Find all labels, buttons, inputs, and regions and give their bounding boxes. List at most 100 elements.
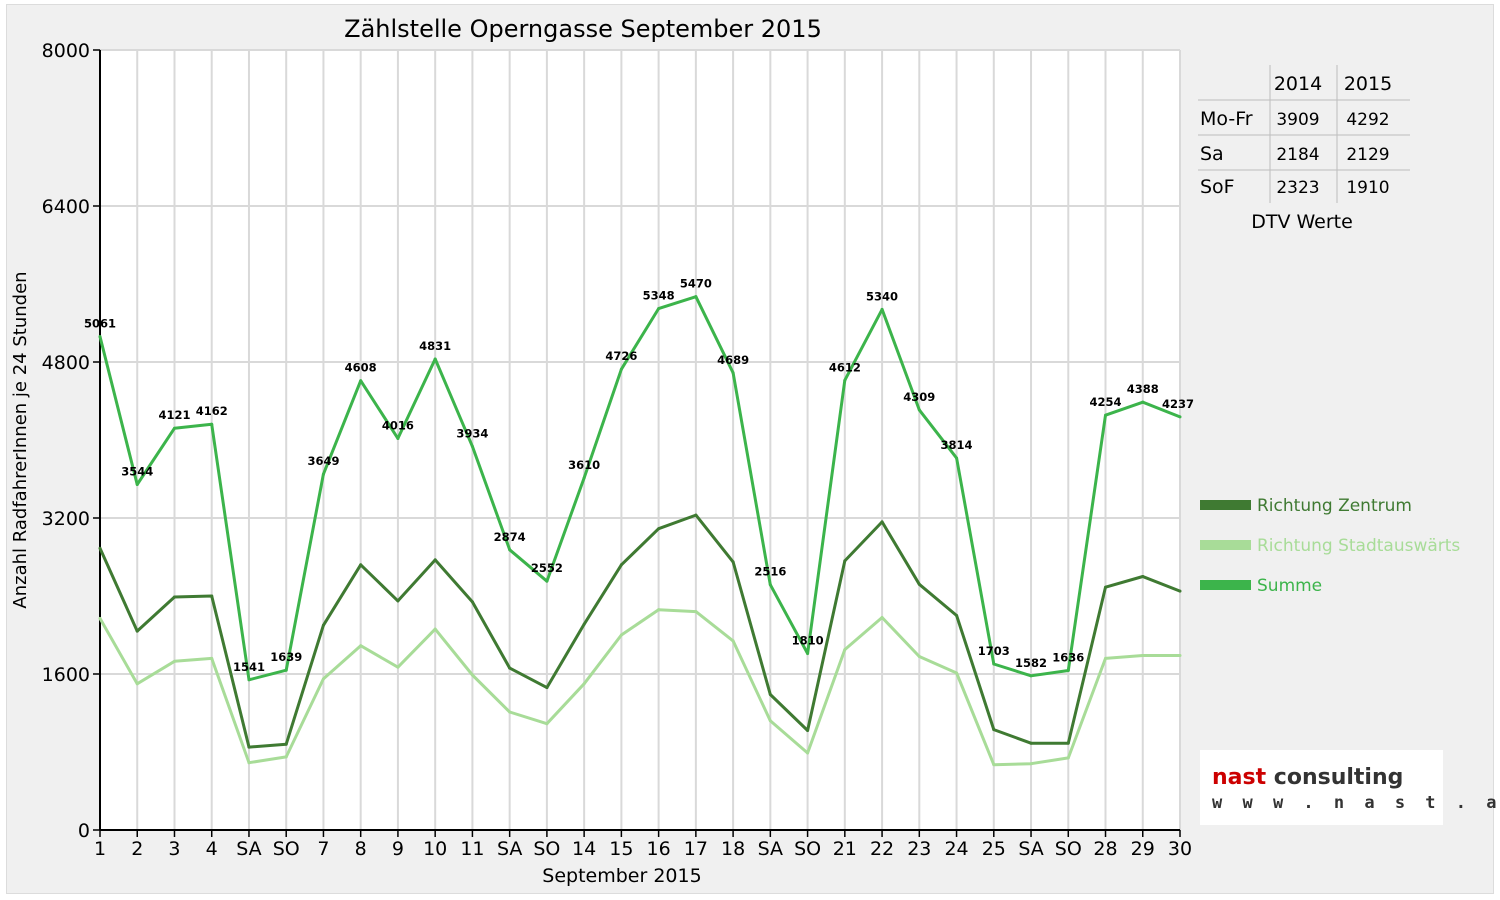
y-tick-label: 1600 [42, 664, 90, 686]
data-point [992, 763, 996, 767]
data-point [1141, 653, 1145, 657]
data-point [955, 456, 959, 460]
data-label: 4254 [1090, 395, 1122, 409]
data-point [433, 627, 437, 631]
logo-url: w w w . n a s t . a t [1212, 793, 1500, 813]
data-point [247, 761, 251, 765]
data-point [1066, 756, 1070, 760]
dtv-header-2015: 2015 [1344, 73, 1392, 95]
data-point [992, 728, 996, 732]
data-point [135, 482, 139, 486]
data-point [917, 654, 921, 658]
data-label: 4237 [1162, 397, 1194, 411]
data-point [284, 755, 288, 759]
data-point [880, 307, 884, 311]
data-label: 3934 [456, 426, 488, 440]
series-line-3 [98, 295, 1181, 682]
svg-text:nast consulting: nast consulting [1212, 765, 1403, 790]
x-tick-label: 3 [168, 838, 180, 860]
data-point [806, 751, 810, 755]
data-label: 1703 [978, 644, 1010, 658]
x-tick-label: 30 [1168, 838, 1192, 860]
data-point [582, 622, 586, 626]
legend-swatch [1200, 500, 1251, 510]
x-tick-label: 24 [944, 838, 968, 860]
x-tick-label: 4 [206, 838, 218, 860]
legend: Richtung Zentrum Richtung Stadtauswärts Su… [1200, 496, 1460, 596]
legend-label: Richtung Zentrum [1257, 496, 1412, 516]
data-point [806, 729, 810, 733]
data-point [98, 546, 102, 550]
y-tick-label: 6400 [42, 196, 90, 218]
dtv-cell: 3909 [1276, 110, 1319, 130]
data-point [582, 476, 586, 480]
data-point [694, 513, 698, 517]
data-label: 1639 [270, 650, 302, 664]
data-labels: 5061 3544 4121 4162 1541 1639 3649 4608 4016 4831… [84, 277, 1194, 674]
data-label: 5061 [84, 317, 116, 331]
data-point [880, 615, 884, 619]
data-label: 4309 [903, 390, 935, 404]
data-label: 3814 [941, 438, 973, 452]
x-tick-label: 2 [131, 838, 143, 860]
x-tick-label: 17 [684, 838, 708, 860]
x-tick-label: SO [1055, 838, 1082, 860]
logo-name-consulting: consulting [1266, 765, 1403, 790]
series-lines [98, 295, 1182, 767]
x-tick-label: 11 [460, 838, 484, 860]
data-point [508, 548, 512, 552]
data-point [619, 633, 623, 637]
data-point [582, 682, 586, 686]
x-tick-label: 18 [721, 838, 745, 860]
data-point [284, 668, 288, 672]
data-point [731, 639, 735, 643]
data-point [1066, 668, 1070, 672]
data-label: 4689 [717, 353, 749, 367]
data-point [955, 671, 959, 675]
data-point [545, 686, 549, 690]
data-label: 4608 [345, 361, 377, 375]
data-point [98, 616, 102, 620]
data-point [880, 520, 884, 524]
data-point [768, 583, 772, 587]
dtv-cell: 1910 [1346, 178, 1389, 198]
logo: nast consulting w w w . n a s t . a t [1200, 750, 1500, 825]
data-point [843, 648, 847, 652]
data-label: 4162 [196, 404, 228, 418]
dtv-cell: 4292 [1346, 110, 1389, 130]
data-point [843, 559, 847, 563]
y-tick-label: 4800 [42, 352, 90, 374]
data-point [694, 295, 698, 299]
data-point [1178, 653, 1182, 657]
dtv-cell: 2129 [1346, 145, 1389, 165]
x-tick-label: 28 [1093, 838, 1117, 860]
data-label: 5348 [643, 289, 675, 303]
data-point [508, 710, 512, 714]
data-point [321, 677, 325, 681]
x-tick-label: 22 [870, 838, 894, 860]
data-point [955, 614, 959, 617]
data-point [135, 682, 139, 686]
data-label: 4831 [419, 339, 451, 353]
x-tick-label: 8 [355, 838, 367, 860]
data-point [992, 662, 996, 666]
data-point [545, 722, 549, 726]
data-point [1029, 674, 1033, 678]
data-point [396, 599, 400, 603]
data-point [619, 563, 623, 567]
data-point [1104, 585, 1108, 589]
data-point [321, 472, 325, 476]
x-tick-label: SA [758, 838, 783, 860]
data-point [98, 335, 102, 339]
data-label: 4726 [605, 349, 637, 363]
legend-swatch [1200, 580, 1251, 590]
data-point [470, 444, 474, 448]
x-tick-label: 1 [94, 838, 106, 860]
legend-label: Summe [1257, 576, 1322, 596]
data-point [247, 745, 251, 749]
data-point [172, 426, 176, 430]
x-tick-label: SO [533, 838, 560, 860]
y-axis-label: Anzahl RadfahrerInnen je 24 Stunden [10, 271, 31, 608]
data-point [806, 652, 810, 656]
data-point [1029, 741, 1033, 745]
